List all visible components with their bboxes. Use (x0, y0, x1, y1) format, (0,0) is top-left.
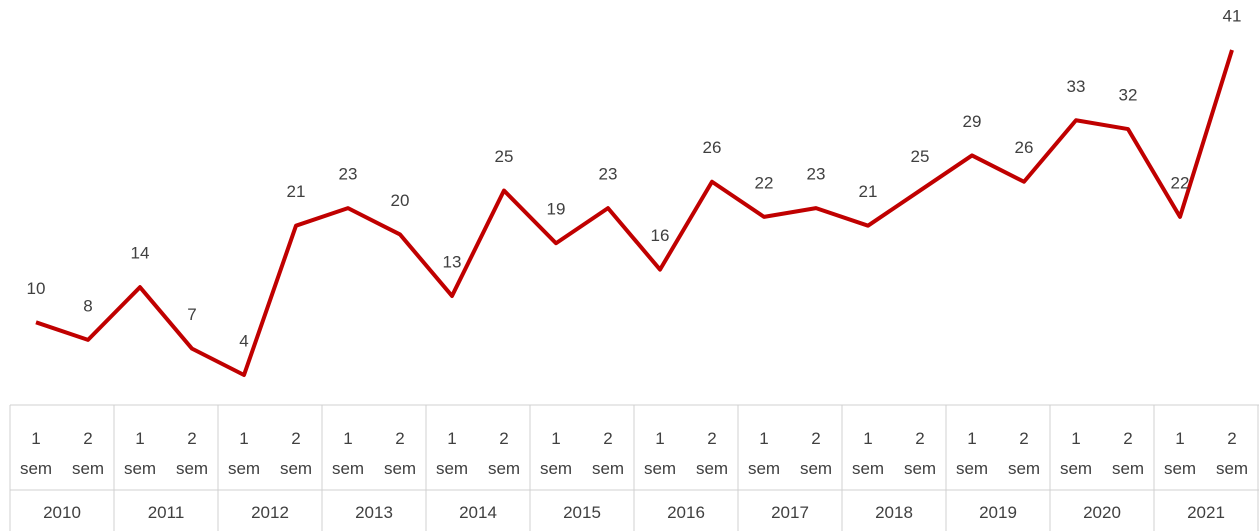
data-label: 41 (1223, 6, 1242, 25)
group-label: 2013 (355, 503, 393, 522)
group-label: 2012 (251, 503, 289, 522)
data-label: 14 (131, 244, 150, 263)
data-label: 22 (1171, 173, 1190, 192)
data-label: 20 (391, 191, 410, 210)
x-tick-label: 1 sem (435, 429, 469, 478)
group-label: 2020 (1083, 503, 1121, 522)
group-label: 2018 (875, 503, 913, 522)
group-label: 2016 (667, 503, 705, 522)
x-tick-label: 1 sem (955, 429, 989, 478)
data-label: 22 (755, 173, 774, 192)
x-tick-label: 2 sem (903, 429, 937, 478)
x-tick-label: 1 sem (227, 429, 261, 478)
series-line (35, 49, 1234, 377)
x-tick-label: 1 sem (123, 429, 157, 478)
data-label: 13 (443, 252, 462, 271)
x-tick-label: 2 sem (591, 429, 625, 478)
x-tick-label: 1 sem (1059, 429, 1093, 478)
x-tick-label: 2 sem (1007, 429, 1041, 478)
x-tick-label: 2 sem (1215, 429, 1249, 478)
data-label: 19 (547, 200, 566, 219)
x-tick-label: 1 sem (643, 429, 677, 478)
data-label: 21 (859, 182, 878, 201)
x-tick-label: 1 sem (747, 429, 781, 478)
data-label: 23 (599, 165, 618, 184)
data-label: 26 (1015, 138, 1034, 157)
group-label: 2021 (1187, 503, 1225, 522)
data-label: 25 (495, 147, 514, 166)
data-label: 29 (963, 112, 982, 131)
group-label: 2017 (771, 503, 809, 522)
x-tick-label: 2 sem (71, 429, 105, 478)
x-tick-label: 1 sem (851, 429, 885, 478)
x-tick-label: 1 sem (331, 429, 365, 478)
data-label: 32 (1119, 86, 1138, 105)
x-tick-label: 1 sem (19, 429, 53, 478)
data-label: 4 (239, 331, 248, 350)
data-label: 8 (83, 296, 92, 315)
x-tick-label: 1 sem (539, 429, 573, 478)
group-label: 2015 (563, 503, 601, 522)
x-tick-label: 2 sem (695, 429, 729, 478)
group-label: 2014 (459, 503, 497, 522)
x-tick-label: 2 sem (383, 429, 417, 478)
x-tick-label: 2 sem (279, 429, 313, 478)
data-label: 10 (27, 279, 46, 298)
group-label: 2011 (147, 503, 185, 522)
x-tick-label: 1 sem (1163, 429, 1197, 478)
data-label: 33 (1067, 77, 1086, 96)
x-tick-label: 2 sem (799, 429, 833, 478)
group-label: 2019 (979, 503, 1017, 522)
data-label: 25 (911, 147, 930, 166)
data-label: 26 (703, 138, 722, 157)
data-label: 23 (339, 165, 358, 184)
data-label: 7 (187, 305, 196, 324)
group-label: 2010 (43, 503, 81, 522)
x-tick-label: 2 sem (487, 429, 521, 478)
x-tick-label: 2 sem (1111, 429, 1145, 478)
data-label: 23 (807, 165, 826, 184)
data-label: 21 (287, 182, 306, 201)
data-label: 16 (651, 226, 670, 245)
x-tick-label: 2 sem (175, 429, 209, 478)
